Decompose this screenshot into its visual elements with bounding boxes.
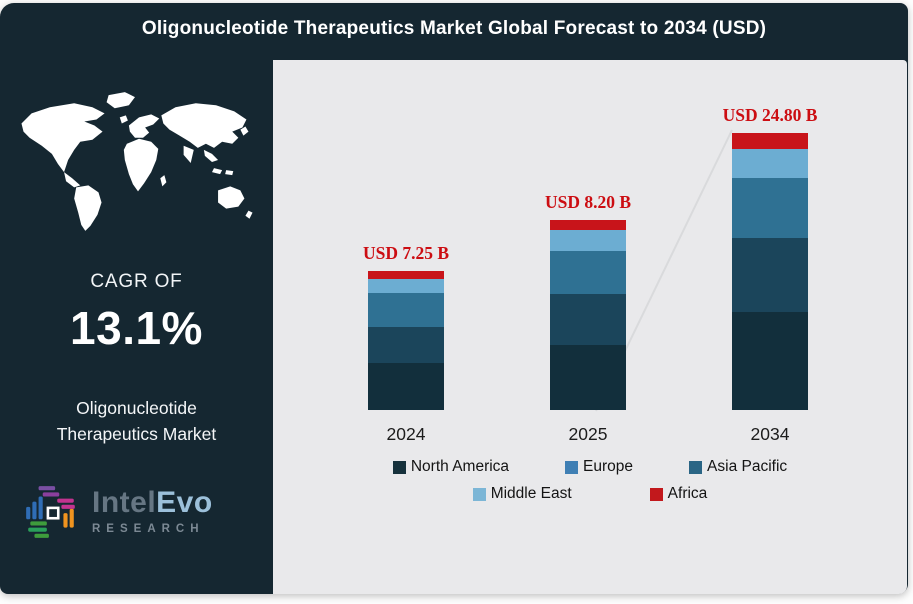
legend-swatch-africa (649, 487, 663, 501)
bar-segment-middle-east (732, 148, 808, 178)
bar-segment-asia-pacific (368, 293, 444, 327)
market-name-line1: Oligonucleotide (76, 398, 197, 418)
bar-segment-asia-pacific (732, 177, 808, 239)
sidebar: CAGR OF 13.1% Oligonucleotide Therapeuti… (0, 57, 273, 594)
bar-segment-north-america (732, 312, 808, 410)
brand-name-intel: Intel (92, 485, 157, 519)
legend-swatch-north-america (392, 460, 406, 474)
legend-swatch-europe (565, 460, 579, 474)
cagr-value: 13.1% (70, 302, 203, 354)
bar-value-label: USD 24.80 B (722, 105, 818, 125)
chart-panel: USD 7.25 B USD 8.20 B USD 24.80 B 2024 2… (273, 60, 907, 594)
bar-segment-europe (368, 326, 444, 364)
cagr-label: CAGR OF (90, 271, 183, 292)
legend-item-asia-pacific: Asia Pacific (689, 458, 787, 476)
bar-segment-middle-east (368, 278, 444, 294)
legend-item-europe: Europe (565, 458, 633, 476)
bar-segment-europe (732, 238, 808, 313)
x-axis-label-2034: 2034 (750, 424, 790, 444)
bar-segment-africa (550, 219, 626, 231)
bar-segment-europe (550, 294, 626, 346)
market-name: Oligonucleotide Therapeutics Market (0, 395, 273, 448)
bar-segment-africa (368, 270, 444, 279)
brand-name-evo: Evo (156, 485, 213, 519)
legend-label: North America (410, 458, 510, 475)
stacked-bar-2025 (550, 219, 626, 410)
x-axis-label-2024: 2024 (386, 424, 426, 444)
stacked-bar-2024 (368, 270, 444, 410)
bar-segment-middle-east (550, 230, 626, 252)
legend-swatch-middle-east (472, 487, 486, 501)
legend-label: Middle East (490, 485, 572, 502)
chart-legend: North America Europe Asia Pacific Middle (273, 458, 907, 503)
bar-value-label: USD 7.25 B (362, 243, 450, 263)
bar-segment-north-america (368, 363, 444, 410)
brand-subtitle: RESEARCH (92, 522, 205, 535)
brand-logo: IntelEvo RESEARCH (22, 482, 213, 540)
brand-logo-text: IntelEvo RESEARCH (92, 485, 213, 535)
world-map (12, 85, 262, 237)
brand-logo-icon (26, 486, 75, 538)
world-map-icon (21, 92, 253, 231)
bar-segment-north-america (550, 345, 626, 410)
bar-segment-asia-pacific (550, 251, 626, 295)
infographic-card: Oligonucleotide Therapeutics Market Glob… (0, 3, 908, 594)
legend-item-middle-east: Middle East (472, 485, 572, 503)
page-title: Oligonucleotide Therapeutics Market Glob… (141, 18, 767, 39)
legend-label: Asia Pacific (707, 458, 788, 475)
legend-label: Europe (583, 458, 634, 475)
bar-segment-africa (732, 133, 808, 149)
legend-label: Africa (667, 485, 708, 502)
legend-item-africa: Africa (649, 485, 708, 503)
x-axis-label-2025: 2025 (568, 424, 608, 444)
bar-value-label: USD 8.20 B (544, 192, 632, 212)
legend-swatch-asia-pacific (689, 460, 703, 474)
market-name-line2: Therapeutics Market (56, 424, 217, 445)
stacked-bar-2034 (732, 133, 808, 410)
legend-item-north-america: North America (392, 458, 510, 476)
